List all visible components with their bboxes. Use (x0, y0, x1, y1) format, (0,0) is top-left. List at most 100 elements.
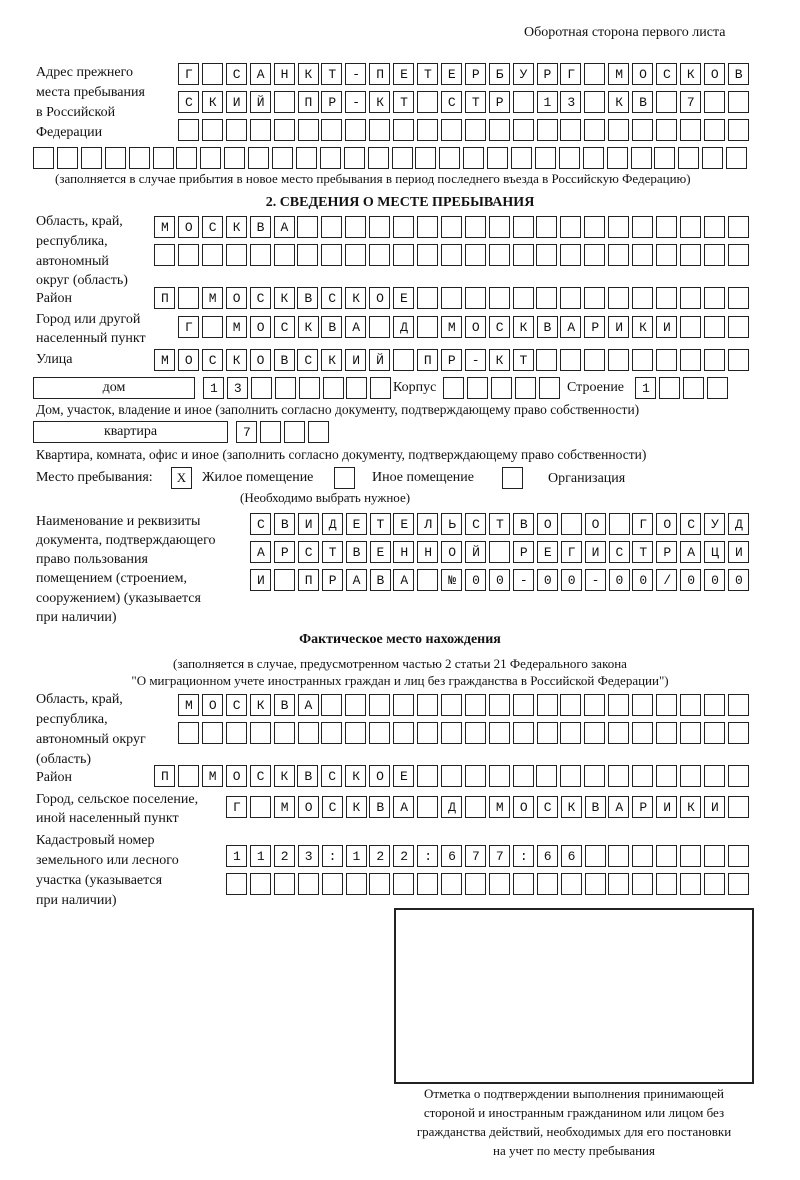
char-cell[interactable] (656, 845, 678, 867)
char-cell[interactable] (201, 765, 223, 787)
char-cell[interactable] (727, 287, 749, 309)
char-cell[interactable] (177, 349, 199, 371)
char-cell[interactable] (536, 722, 558, 744)
char-cell[interactable] (439, 147, 461, 169)
char-cell[interactable] (703, 765, 725, 787)
char-cell[interactable] (370, 377, 392, 399)
char-cell[interactable] (536, 316, 558, 338)
char-cell[interactable] (488, 244, 510, 266)
char-cell[interactable] (417, 513, 439, 535)
char-cell[interactable] (584, 349, 606, 371)
char-cell[interactable] (369, 796, 391, 818)
char-cell[interactable] (273, 845, 295, 867)
char-cell[interactable] (488, 694, 510, 716)
char-cell[interactable] (655, 244, 677, 266)
char-cell[interactable] (680, 569, 702, 591)
char-cell[interactable] (512, 722, 534, 744)
char-cell[interactable] (680, 796, 702, 818)
apartment-type-field[interactable]: квартира (33, 421, 228, 443)
char-cell[interactable] (464, 244, 486, 266)
char-cell[interactable] (632, 287, 653, 309)
char-cell[interactable] (679, 349, 701, 371)
char-cell[interactable] (345, 765, 367, 787)
char-cell[interactable] (393, 541, 415, 563)
char-cell[interactable] (416, 349, 438, 371)
char-cell[interactable] (273, 694, 295, 716)
char-cell[interactable] (704, 541, 726, 563)
char-cell[interactable] (417, 119, 438, 141)
char-cell[interactable] (680, 845, 702, 867)
char-cell[interactable] (704, 569, 726, 591)
char-cell[interactable] (295, 147, 317, 169)
char-cell[interactable] (226, 845, 247, 867)
char-cell[interactable] (345, 694, 367, 716)
char-cell[interactable] (465, 796, 486, 818)
char-cell[interactable] (249, 796, 271, 818)
char-cell[interactable] (321, 216, 343, 238)
char-cell[interactable] (727, 845, 749, 867)
char-cell[interactable] (369, 873, 391, 895)
char-cell[interactable] (273, 569, 295, 591)
char-cell[interactable] (630, 147, 652, 169)
char-cell[interactable] (680, 541, 702, 563)
char-cell[interactable] (417, 91, 438, 113)
char-cell[interactable] (464, 91, 486, 113)
char-cell[interactable] (249, 845, 271, 867)
char-cell[interactable] (488, 796, 510, 818)
char-cell[interactable] (656, 796, 678, 818)
char-cell[interactable] (727, 216, 749, 238)
char-cell[interactable] (465, 873, 486, 895)
char-cell[interactable] (704, 845, 725, 867)
char-cell[interactable] (536, 541, 558, 563)
char-cell[interactable] (249, 873, 271, 895)
char-cell[interactable] (440, 765, 462, 787)
char-cell[interactable] (560, 765, 582, 787)
char-cell[interactable] (393, 63, 415, 85)
char-cell[interactable] (654, 147, 676, 169)
char-cell[interactable] (632, 722, 654, 744)
char-cell[interactable] (249, 119, 271, 141)
char-cell[interactable] (679, 316, 701, 338)
char-cell[interactable] (177, 244, 199, 266)
char-cell[interactable] (440, 244, 462, 266)
stay-checkbox-other[interactable] (334, 467, 355, 489)
char-cell[interactable] (536, 765, 558, 787)
char-cell[interactable] (369, 722, 391, 744)
char-cell[interactable] (297, 796, 319, 818)
char-cell[interactable] (703, 349, 725, 371)
char-cell[interactable] (635, 377, 656, 399)
char-cell[interactable] (632, 541, 654, 563)
char-cell[interactable] (249, 694, 271, 716)
char-cell[interactable] (488, 63, 510, 85)
char-cell[interactable] (319, 147, 341, 169)
char-cell[interactable] (178, 119, 199, 141)
char-cell[interactable] (369, 316, 391, 338)
char-cell[interactable] (250, 569, 271, 591)
char-cell[interactable] (703, 91, 725, 113)
char-cell[interactable] (608, 316, 630, 338)
char-cell[interactable] (441, 873, 463, 895)
char-cell[interactable] (560, 845, 582, 867)
char-cell[interactable] (560, 91, 582, 113)
char-cell[interactable] (417, 873, 439, 895)
char-cell[interactable] (727, 316, 749, 338)
char-cell[interactable] (128, 147, 150, 169)
char-cell[interactable] (464, 63, 486, 85)
char-cell[interactable] (632, 244, 653, 266)
char-cell[interactable] (345, 287, 367, 309)
char-cell[interactable] (655, 287, 677, 309)
char-cell[interactable] (152, 147, 174, 169)
char-cell[interactable] (560, 216, 582, 238)
char-cell[interactable] (297, 765, 319, 787)
char-cell[interactable] (584, 316, 606, 338)
char-cell[interactable] (488, 216, 510, 238)
char-cell[interactable] (369, 216, 391, 238)
char-cell[interactable] (679, 216, 701, 238)
char-cell[interactable] (249, 349, 271, 371)
char-cell[interactable] (273, 722, 295, 744)
char-cell[interactable] (727, 765, 749, 787)
char-cell[interactable] (728, 541, 749, 563)
char-cell[interactable] (680, 873, 702, 895)
char-cell[interactable] (464, 722, 486, 744)
char-cell[interactable] (369, 765, 391, 787)
